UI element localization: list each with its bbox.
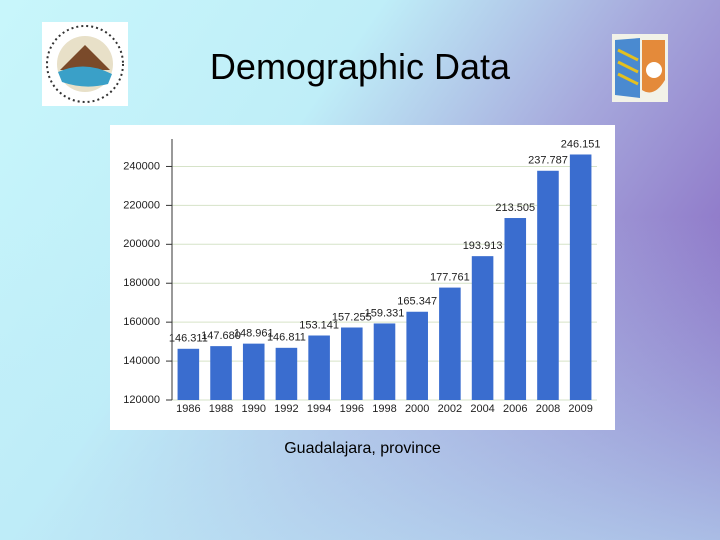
value-label: 237.787	[528, 155, 568, 167]
bar	[569, 154, 592, 400]
x-tick-label: 2006	[503, 403, 527, 415]
bar	[373, 323, 396, 400]
value-label: 246.151	[561, 138, 601, 150]
value-label: 146.811	[267, 332, 306, 344]
bar	[242, 343, 265, 400]
bar	[471, 256, 494, 400]
x-tick-label: 2000	[405, 403, 429, 415]
x-tick-label: 1990	[241, 403, 265, 415]
x-tick-label: 2008	[536, 403, 560, 415]
x-tick-label: 1998	[372, 403, 396, 415]
bar	[439, 287, 461, 400]
value-label: 193.913	[463, 240, 503, 252]
value-label: 177.761	[430, 271, 470, 283]
y-tick-label: 200000	[123, 238, 160, 250]
value-label: 165.347	[397, 296, 437, 308]
value-label: 147.680	[201, 330, 241, 342]
bar	[210, 346, 232, 400]
bar	[504, 218, 527, 400]
bar	[537, 170, 559, 400]
bar	[308, 335, 330, 400]
left-logo	[42, 22, 128, 106]
y-tick-label: 220000	[123, 199, 160, 211]
value-label: 148.961	[234, 328, 274, 340]
value-label: 157.255	[332, 311, 372, 323]
value-label: 213.505	[495, 202, 535, 214]
x-tick-label: 2004	[470, 403, 494, 415]
x-tick-label: 1988	[209, 403, 233, 415]
caption: Guadalajara, province	[284, 440, 441, 457]
right-logo	[612, 34, 668, 102]
bar	[341, 327, 363, 400]
x-tick-label: 1994	[307, 403, 331, 415]
y-tick-label: 240000	[123, 160, 160, 172]
x-tick-label: 1996	[340, 403, 364, 415]
y-tick-label: 160000	[123, 316, 160, 328]
value-label: 153.141	[299, 319, 339, 331]
y-tick-label: 120000	[123, 394, 160, 406]
x-tick-label: 1992	[274, 403, 298, 415]
x-tick-label: 1986	[176, 403, 200, 415]
y-tick-label: 180000	[123, 277, 160, 289]
value-label: 159.331	[365, 307, 405, 319]
bar	[406, 311, 428, 400]
x-tick-label: 2009	[568, 403, 592, 415]
y-tick-label: 140000	[123, 355, 160, 367]
value-label: 146.311	[169, 333, 208, 345]
bar	[177, 348, 200, 400]
x-tick-label: 2002	[438, 403, 462, 415]
slide-title: Demographic Data	[209, 46, 511, 87]
bar	[275, 347, 298, 400]
